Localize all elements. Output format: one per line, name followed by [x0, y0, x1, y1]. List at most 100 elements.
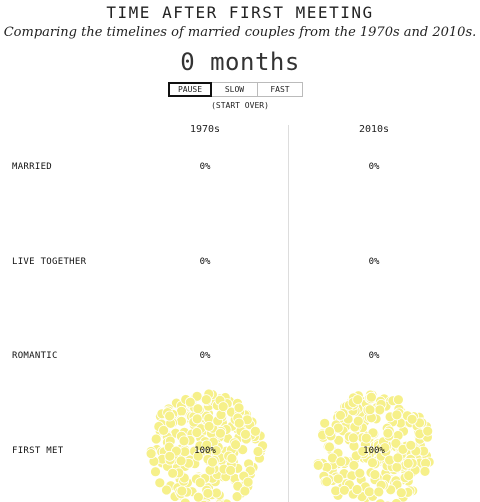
column-header-1970s: 1970s	[189, 124, 221, 135]
couple-dot	[352, 394, 364, 406]
couple-dot	[321, 476, 333, 488]
couple-dot	[391, 409, 403, 421]
couple-dot	[239, 485, 251, 497]
pct-1970s-romantic: 0%	[199, 351, 211, 361]
couple-dot	[167, 467, 179, 479]
couple-dot	[252, 446, 264, 457]
couple-dot	[210, 445, 222, 457]
start-over-link[interactable]: (START OVER)	[211, 101, 269, 110]
couple-dot	[184, 396, 196, 408]
couple-dot	[242, 476, 254, 488]
couple-dot	[364, 404, 376, 416]
couple-dot	[191, 413, 203, 425]
couple-dot	[332, 473, 344, 485]
couple-dot	[335, 456, 347, 468]
pct-2010s-married: 0%	[368, 162, 380, 172]
couple-dot	[392, 394, 404, 406]
couple-dot	[319, 417, 331, 429]
couple-dot	[225, 464, 237, 476]
couple-dot	[379, 442, 391, 454]
pct-1970s-live-together: 0%	[199, 257, 211, 267]
couple-dot	[150, 433, 162, 445]
couple-dot	[338, 484, 350, 496]
couple-dot	[347, 432, 359, 444]
couple-dot	[406, 413, 418, 425]
stage-label-first-met: FIRST MET	[12, 446, 64, 456]
dot-cluster-1970s-first-met	[145, 388, 269, 502]
couple-dot	[352, 415, 364, 427]
couple-dot	[354, 467, 366, 479]
couple-dot	[164, 410, 176, 422]
chart-subtitle: Comparing the timelines of married coupl…	[3, 25, 477, 40]
couple-dot	[230, 439, 242, 451]
couple-dot	[176, 485, 188, 497]
column-header-2010s: 2010s	[358, 124, 390, 135]
couple-dot	[422, 425, 434, 437]
couple-dot	[335, 409, 346, 421]
couple-dot	[217, 401, 229, 413]
couple-dot	[374, 404, 386, 416]
couple-dot	[179, 497, 191, 502]
couple-dot	[249, 425, 261, 437]
couple-dot	[365, 391, 377, 403]
chart-title: TIME AFTER FIRST MEETING	[106, 3, 374, 22]
couple-dot	[348, 459, 360, 471]
couple-dot	[226, 452, 238, 464]
couple-dot	[150, 466, 161, 478]
couple-dot	[214, 427, 226, 439]
pct-2010s-first-met: 100%	[363, 446, 385, 456]
couple-dot	[154, 477, 166, 489]
couple-dot	[193, 491, 204, 502]
couple-dot	[395, 487, 407, 499]
couple-dot	[391, 461, 403, 473]
couple-dot	[405, 439, 417, 451]
couple-dot	[194, 477, 206, 489]
couple-dot	[419, 465, 431, 477]
couple-dot	[324, 441, 335, 453]
pause-button[interactable]: PAUSE	[168, 82, 212, 97]
playback-controls: PAUSE SLOW FAST	[168, 82, 303, 97]
couple-dot	[203, 420, 215, 432]
couple-dot	[367, 457, 378, 469]
couple-dot	[240, 428, 251, 440]
couple-dot	[145, 448, 157, 460]
column-divider	[288, 125, 289, 502]
couple-dot	[363, 486, 375, 498]
stage-label-married: MARRIED	[12, 162, 53, 172]
couple-dot	[392, 452, 404, 464]
couple-dot	[158, 424, 170, 436]
couple-dot	[207, 456, 218, 468]
couple-dot	[312, 459, 324, 471]
elapsed-time-readout: 0 months	[180, 48, 300, 76]
couple-dot	[192, 403, 204, 415]
couple-dot	[403, 470, 415, 482]
couple-dot	[390, 437, 402, 449]
couple-dot	[360, 432, 372, 444]
couple-dot	[191, 427, 203, 438]
pct-1970s-first-met: 100%	[194, 446, 216, 456]
couple-dot	[161, 484, 172, 496]
couple-dot	[357, 445, 369, 457]
couple-dot	[402, 457, 414, 469]
dot-cluster-2010s-first-met	[312, 389, 435, 502]
couple-dot	[233, 402, 245, 414]
stage-label-live-together: LIVE TOGETHER	[12, 257, 87, 267]
couple-dot	[375, 498, 386, 502]
couple-dot	[382, 427, 394, 439]
stage-label-romantic: ROMANTIC	[12, 351, 58, 361]
couple-dot	[202, 487, 214, 499]
fast-button[interactable]: FAST	[257, 82, 303, 97]
couple-dot	[351, 484, 363, 495]
couple-dot	[164, 450, 176, 462]
couple-dot	[233, 417, 245, 429]
couple-dot	[373, 486, 385, 498]
couple-dot	[200, 394, 212, 406]
pct-2010s-live-together: 0%	[368, 257, 380, 267]
couple-dot	[192, 450, 204, 462]
couple-dot	[175, 415, 187, 427]
couple-dot	[201, 439, 213, 451]
couple-dot	[391, 498, 402, 502]
pct-1970s-married: 0%	[199, 162, 211, 172]
couple-dot	[178, 435, 190, 447]
